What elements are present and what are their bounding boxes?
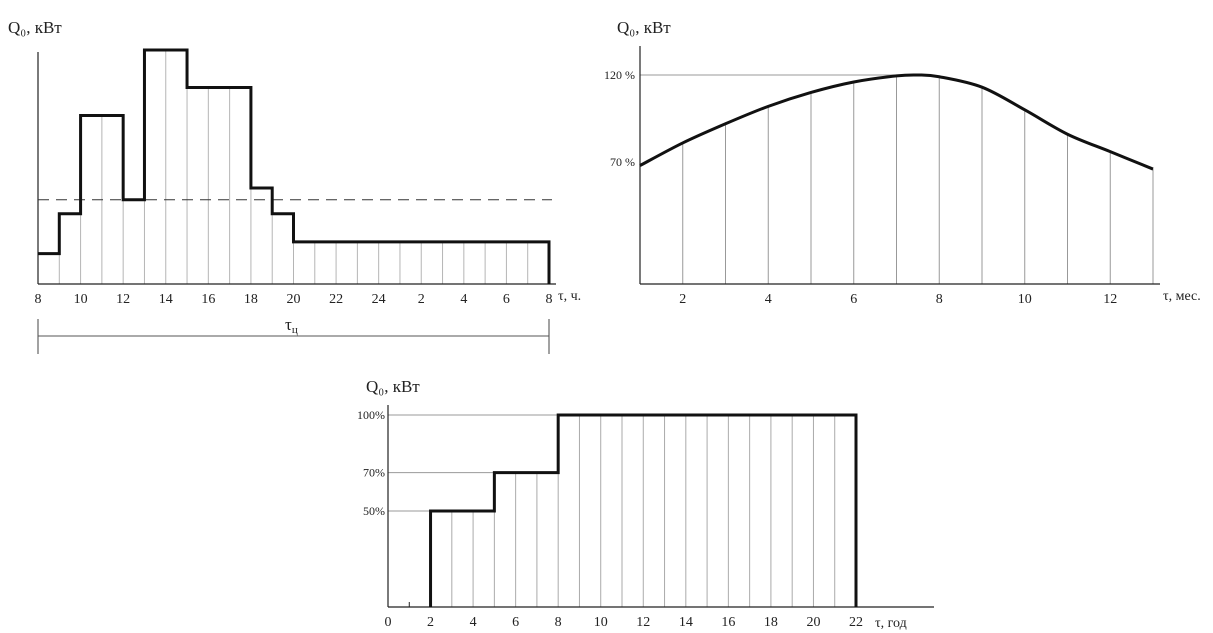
- chart2-y-tick-label: 120 %: [604, 68, 635, 82]
- chart1-x-tick-label: 22: [329, 292, 343, 307]
- chart1-gridlines: [58, 50, 529, 284]
- chart1-x-tick-label: 24: [372, 292, 386, 307]
- chart2-y-axis-label: Q₀, кВт: [617, 18, 671, 37]
- chart1-step-series: [38, 48, 551, 284]
- chart1-x-tick-label: 2: [418, 292, 425, 307]
- chart2-tick-labels: 2 4 6 8 10 12 70 % 120 %: [604, 68, 1117, 307]
- chart1-x-tick-label: 8: [35, 292, 42, 307]
- chart3-x-tick-label: 2: [427, 615, 434, 630]
- chart3-x-tick-label: 14: [679, 615, 693, 630]
- chart2-x-tick-label: 6: [850, 292, 857, 307]
- chart2-x-tick-label: 10: [1018, 292, 1032, 307]
- chart1-y-axis-label: Q₀, кВт: [8, 18, 62, 37]
- chart3-y-tick-label: 100%: [357, 408, 385, 422]
- chart3-x-tick-label: 20: [806, 615, 820, 630]
- chart3-x-tick-label: 8: [555, 615, 562, 630]
- chart3-y-axis-label: Q₀, кВт: [366, 377, 420, 396]
- chart1-x-tick-label: 10: [74, 292, 88, 307]
- chart2-x-tick-label: 12: [1103, 292, 1117, 307]
- chart3-x-tick-label: 16: [721, 615, 735, 630]
- chart3-x-axis-label: τ, год: [875, 616, 907, 631]
- chart2-x-tick-label: 2: [679, 292, 686, 307]
- chart3-x-tick-label: 4: [470, 615, 477, 630]
- chart-yearly-load: Q₀, кВт 0 2 4 6 8 10 12 14 16 18 20 22 50% 70% 100% τ,…: [357, 377, 934, 631]
- chart1-x-tick-label: 6: [503, 292, 510, 307]
- chart1-x-tick-label: 20: [287, 292, 301, 307]
- chart1-x-tick-label: 14: [159, 292, 173, 307]
- chart1-x-tick-label: 16: [201, 292, 215, 307]
- chart3-step-series: [429, 413, 858, 607]
- chart2-x-tick-label: 4: [765, 292, 772, 307]
- chart1-x-tick-label: 4: [460, 292, 467, 307]
- chart1-x-tick-labels: 8 10 12 14 16 18 20 22 24 2 4 6 8: [35, 292, 553, 307]
- chart2-curve-series: [639, 73, 1154, 171]
- chart3-x-tick-label: 12: [636, 615, 650, 630]
- chart-daily-load: Q₀, кВт 8 10 12 14 16 18 20 22 24 2 4 6 8 τ, ч. τц: [8, 18, 581, 354]
- chart2-x-tick-label: 8: [936, 292, 943, 307]
- chart2-x-axis-label: τ, мес.: [1163, 289, 1201, 304]
- chart2-y-tick-label: 70 %: [610, 155, 635, 169]
- chart3-y-tick-label: 70%: [363, 466, 385, 480]
- chart-monthly-load: Q₀, кВт 2 4 6 8 10 12 70 % 120 % τ, мес.: [604, 18, 1201, 307]
- chart3-x-tick-label: 10: [594, 615, 608, 630]
- chart1-x-axis-label: τ, ч.: [558, 289, 581, 304]
- chart3-x-tick-label: 6: [512, 615, 519, 630]
- chart1-x-tick-label: 18: [244, 292, 258, 307]
- chart3-x-tick-label: 18: [764, 615, 778, 630]
- chart1-x-tick-label: 8: [546, 292, 553, 307]
- chart2-gridlines: [640, 74, 1154, 284]
- chart1-cycle-label: τц: [285, 315, 298, 336]
- chart3-x-tick-label: 0: [385, 615, 392, 630]
- chart3-y-tick-label: 50%: [363, 504, 385, 518]
- chart1-x-tick-label: 12: [116, 292, 130, 307]
- chart3-x-tick-label: 22: [849, 615, 863, 630]
- chart3-tick-labels: 0 2 4 6 8 10 12 14 16 18 20 22 50% 70% 100%: [357, 408, 863, 630]
